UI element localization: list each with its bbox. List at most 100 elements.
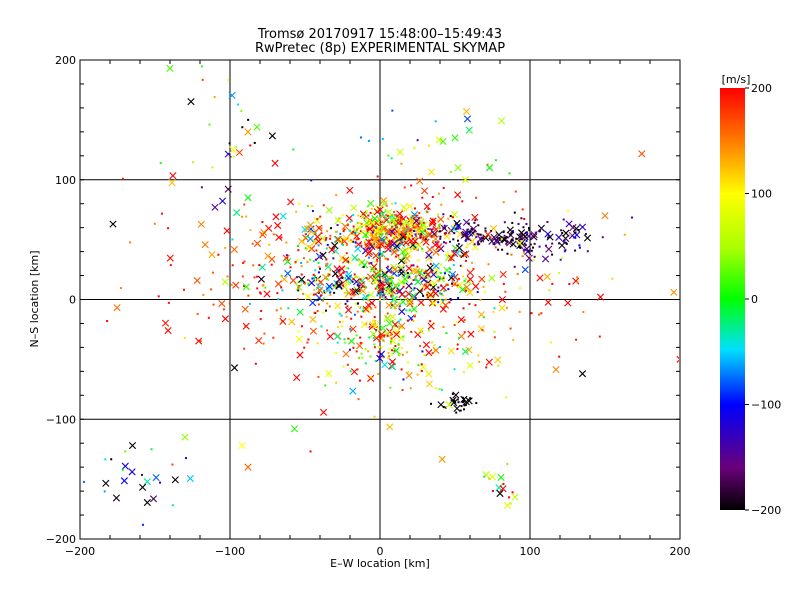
data-point-dot <box>518 245 521 248</box>
data-point-dot <box>494 159 497 162</box>
data-point-dot <box>201 78 204 81</box>
data-point-cross <box>453 249 461 257</box>
data-point-cross <box>238 442 246 450</box>
data-point-dot <box>391 109 394 112</box>
data-point-cross <box>315 224 323 232</box>
data-point-dot <box>342 230 345 233</box>
data-point-dot <box>369 355 372 358</box>
data-point-dot <box>364 362 367 365</box>
data-point-cross <box>187 98 195 106</box>
data-point-dot <box>418 274 421 277</box>
data-point-dot <box>461 265 464 268</box>
data-point-dot <box>374 287 377 290</box>
colorbar-tick-label: 200 <box>751 82 772 95</box>
data-point-dot <box>368 239 371 242</box>
data-point-dot <box>502 282 505 285</box>
data-point-cross <box>406 300 414 308</box>
data-point-dot <box>438 245 441 248</box>
data-point-dot <box>414 276 417 279</box>
data-point-dot <box>410 264 413 267</box>
data-point-dot <box>476 242 479 245</box>
data-point-dot <box>437 240 440 243</box>
data-point-dot <box>389 342 392 345</box>
data-point-dot <box>446 283 449 286</box>
data-point-cross <box>361 231 370 239</box>
data-point-dot <box>202 293 205 296</box>
data-point-dot <box>103 490 106 493</box>
data-point-cross <box>463 115 472 123</box>
data-point-dot <box>356 238 359 241</box>
data-point-dot <box>260 309 263 312</box>
data-point-dot <box>359 306 362 309</box>
data-point-cross <box>235 148 244 157</box>
data-point-dot <box>318 225 321 228</box>
data-point-cross <box>466 361 474 370</box>
data-point-dot <box>473 221 476 224</box>
data-point-dot <box>574 236 577 239</box>
data-point-dot <box>157 295 160 298</box>
data-point-dot <box>368 336 371 339</box>
data-point-cross <box>354 245 362 253</box>
data-point-dot <box>247 294 250 297</box>
data-point-cross <box>313 216 321 225</box>
data-point-dot <box>309 450 312 453</box>
data-point-dot <box>528 227 531 230</box>
data-point-dot <box>421 269 424 272</box>
data-point-dot <box>378 225 381 228</box>
data-point-dot <box>449 170 452 173</box>
data-point-dot <box>316 218 319 221</box>
data-point-dot <box>442 406 445 409</box>
data-point-cross <box>379 210 387 218</box>
data-point-dot <box>159 481 162 484</box>
data-point-dot <box>500 237 503 240</box>
data-point-dot <box>439 237 442 240</box>
data-point-cross <box>345 214 353 222</box>
data-point-dot <box>314 293 317 296</box>
data-point-dot <box>437 219 440 222</box>
data-point-cross <box>541 255 550 263</box>
y-axis-label: N–S location [km] <box>28 250 41 347</box>
data-point-cross <box>578 223 587 231</box>
data-point-dot <box>348 229 351 232</box>
data-point-dot <box>277 298 280 301</box>
data-point-dot <box>453 399 456 402</box>
data-point-dot <box>217 253 220 256</box>
data-point-dot <box>420 370 423 373</box>
data-point-dot <box>387 265 390 268</box>
data-point-cross <box>221 278 229 286</box>
data-point-dot <box>207 316 210 319</box>
data-point-dot <box>345 244 348 247</box>
data-point-cross <box>290 425 299 433</box>
data-point-cross <box>425 349 433 357</box>
data-point-dot <box>365 226 368 229</box>
data-point-dot <box>419 344 422 347</box>
data-point-dot <box>401 327 404 330</box>
data-point-dot <box>409 387 412 390</box>
data-point-dot <box>413 214 416 217</box>
data-point-dot <box>421 249 424 252</box>
data-point-cross <box>293 373 301 382</box>
data-point-cross <box>232 281 240 289</box>
data-point-dot <box>532 246 535 249</box>
data-point-dot <box>377 292 380 295</box>
data-point-dot <box>452 238 455 241</box>
data-point-cross <box>457 316 465 324</box>
data-point-dot <box>511 491 514 494</box>
data-point-dot <box>344 341 347 344</box>
data-point-cross <box>102 479 110 487</box>
data-point-cross <box>371 215 379 223</box>
data-point-dot <box>369 211 372 214</box>
data-point-cross <box>349 288 357 296</box>
data-point-dot <box>106 320 109 323</box>
data-point-dot <box>336 325 339 328</box>
data-point-cross <box>241 305 249 313</box>
data-point-dot <box>281 289 284 292</box>
data-point-dot <box>551 242 554 245</box>
data-point-dot <box>377 351 380 354</box>
data-point-dot <box>263 332 266 335</box>
data-point-cross <box>345 274 353 282</box>
data-point-dot <box>307 282 310 285</box>
data-point-dot <box>533 255 536 258</box>
data-point-dot <box>382 272 385 275</box>
